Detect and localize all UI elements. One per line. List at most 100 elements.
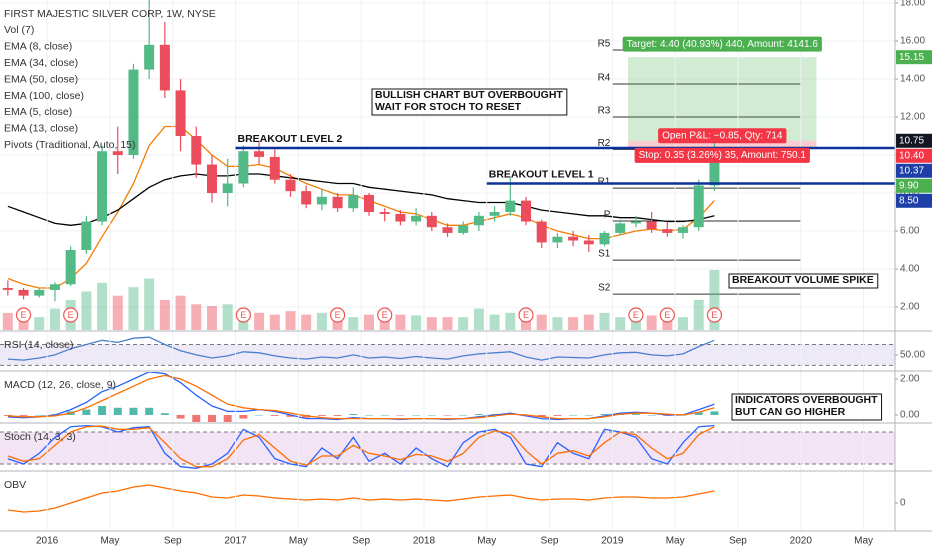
volume-bar: [363, 314, 374, 330]
earnings-marker: [15, 307, 32, 323]
volume-bar: [2, 312, 13, 330]
histogram-bar: [474, 414, 483, 415]
y-tick-label: 14.00: [900, 74, 925, 85]
candle-body: [646, 221, 657, 230]
candle-body: [49, 284, 60, 290]
histogram-bar: [364, 414, 373, 416]
candle-body: [269, 156, 280, 180]
earnings-label: E: [382, 310, 388, 320]
volume-bar: [442, 317, 453, 330]
legend-entry: EMA (13, close): [4, 123, 78, 135]
volume-bar: [458, 317, 469, 330]
candle-body: [630, 221, 641, 224]
annotation-text: INDICATORS OVERBOUGHT: [735, 394, 878, 406]
y-tick-label: 0.00: [900, 410, 920, 421]
histogram-bar: [255, 414, 264, 416]
legend-entry: EMA (100, close): [4, 90, 84, 102]
volume-bar: [34, 317, 45, 330]
y-tick-label: 4.00: [900, 264, 920, 275]
earnings-label: E: [21, 310, 27, 320]
x-tick-label: 2016: [36, 536, 59, 547]
candle-body: [489, 212, 500, 216]
volume-bar: [332, 317, 343, 330]
candle-body: [175, 90, 186, 137]
histogram-bar: [176, 414, 185, 419]
earnings-marker: [63, 307, 79, 323]
histogram-bar: [223, 414, 232, 422]
candle-body: [615, 223, 626, 233]
candle-body: [97, 151, 108, 222]
pane: [0, 336, 895, 366]
volume-bar: [81, 291, 92, 330]
x-tick-label: Sep: [352, 536, 370, 547]
earnings-marker: [329, 307, 346, 323]
candle-body: [65, 250, 76, 285]
pivot-label: R3: [598, 106, 611, 117]
legend-entry: Pivots (Traditional, Auto, 15): [4, 139, 136, 151]
candle-body: [222, 183, 233, 194]
volume-bar: [301, 314, 312, 330]
histogram-bar: [207, 414, 216, 422]
candle-body: [128, 69, 139, 156]
histogram-bar: [286, 414, 295, 417]
y-tick-label: 16.00: [900, 36, 925, 47]
pivot-label: R2: [598, 138, 611, 149]
volume-bar: [630, 317, 641, 330]
annotation-box: [728, 273, 879, 289]
y-tick-label: 2.00: [900, 374, 920, 385]
histogram-bar: [317, 414, 326, 416]
candle-body: [301, 191, 312, 205]
legend-entry: EMA (8, close): [4, 41, 72, 53]
candle-body: [363, 194, 374, 213]
volume-bar: [206, 306, 217, 330]
histogram-bar: [412, 414, 421, 416]
volume-bar: [568, 317, 579, 330]
volume-bar: [128, 287, 139, 330]
histogram-bar: [553, 414, 562, 416]
histogram-bar: [537, 414, 546, 417]
pane-title: RSI (14, close): [4, 339, 73, 351]
candle-body: [709, 156, 720, 186]
x-tick-label: May: [666, 536, 685, 547]
label-box: [622, 36, 822, 52]
legend-entry: EMA (50, close): [4, 73, 78, 85]
histogram-bar: [427, 414, 436, 416]
earnings-marker: [628, 307, 644, 323]
candle-body: [583, 240, 594, 245]
candle-body: [254, 151, 265, 157]
breakout-label: BREAKOUT LEVEL 2: [238, 133, 343, 145]
price-label: 15.15: [899, 52, 924, 63]
x-tick-label: Sep: [729, 536, 747, 547]
candle-body: [191, 136, 202, 165]
histogram-bar: [129, 407, 138, 415]
candle-body: [599, 232, 610, 245]
x-tick-label: Sep: [164, 536, 182, 547]
candle-body: [442, 227, 453, 233]
pivot-label: R5: [598, 39, 611, 50]
pane: [0, 424, 895, 469]
y-tick-label: 8.00: [900, 188, 920, 199]
candle-body: [473, 215, 484, 226]
histogram-bar: [349, 414, 358, 415]
candle-body: [144, 44, 155, 70]
histogram-bar: [82, 409, 91, 415]
label-text: Open P&L: −0.85, Qty: 714: [662, 130, 783, 141]
volume-bar: [489, 314, 500, 330]
earnings-label: E: [523, 310, 529, 320]
candle-body: [348, 194, 359, 209]
volume-bar: [536, 314, 547, 330]
legend-entry: Vol (7): [4, 24, 34, 36]
volume-bar: [285, 311, 296, 330]
volume-bar: [97, 282, 108, 330]
label-box: [634, 147, 810, 163]
volume-bar: [426, 317, 437, 330]
candle-body: [285, 179, 296, 192]
histogram-bar: [631, 414, 640, 415]
earnings-marker: [235, 307, 251, 323]
histogram-bar: [647, 414, 656, 416]
histogram-bar: [98, 405, 107, 415]
x-tick-label: 2017: [224, 536, 247, 547]
volume-bar: [552, 317, 563, 330]
volume-bar: [348, 317, 359, 330]
